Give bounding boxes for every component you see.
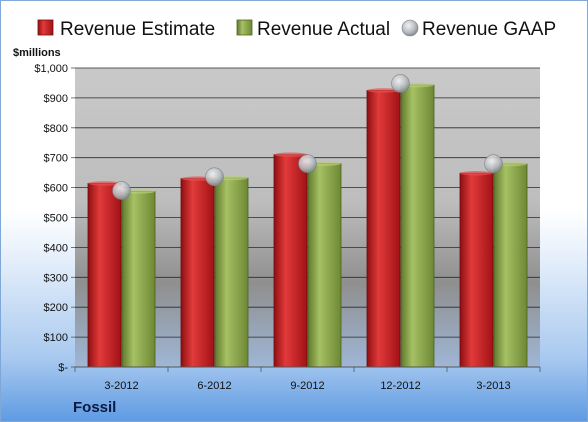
company-name: Fossil <box>73 399 116 416</box>
x-tick-label: 6-2012 <box>197 380 231 392</box>
x-tick-label: 3-2013 <box>476 380 510 392</box>
y-tick-label: $1,000 <box>34 63 68 75</box>
bar-revenue-actual <box>307 163 342 368</box>
legend-label-revenue-estimate: Revenue Estimate <box>60 19 215 40</box>
legend-swatch-revenue-actual <box>236 19 253 36</box>
bar-revenue-estimate <box>273 154 308 368</box>
legend-label-revenue-actual: Revenue Actual <box>257 19 390 40</box>
y-axis-ticks: $- $100 $200 $300 $400 $500 $600 $700 $800 $900 $1… <box>34 63 75 374</box>
legend-item-revenue-gaap: Revenue GAAP <box>401 19 556 40</box>
y-tick-label: $500 <box>44 213 68 225</box>
y-tick-label: $400 <box>44 242 68 254</box>
y-tick-label: $300 <box>44 272 68 284</box>
bar-top-highlight <box>88 181 121 186</box>
marker-revenue-gaap <box>205 167 224 187</box>
y-tick-label: $800 <box>44 123 68 135</box>
bar-revenue-actual <box>121 191 156 368</box>
bar-top-highlight <box>460 171 493 176</box>
marker-revenue-gaap <box>484 154 503 173</box>
bar-top-highlight <box>367 88 400 93</box>
bar-revenue-estimate <box>180 178 215 368</box>
bar-top-highlight <box>274 152 307 157</box>
bar-revenue-actual <box>493 163 528 368</box>
x-tick-label: 9-2012 <box>290 380 324 392</box>
y-tick-label: $200 <box>44 302 68 314</box>
marker-revenue-gaap <box>298 154 317 173</box>
gaap-markers <box>112 74 503 200</box>
bar-revenue-estimate <box>459 172 494 368</box>
y-tick-label: $900 <box>44 93 68 105</box>
x-tick-label: 3-2012 <box>104 380 138 392</box>
legend-swatch-revenue-gaap <box>401 19 419 37</box>
y-tick-label: $- <box>58 362 68 374</box>
bar-revenue-actual <box>400 84 435 368</box>
bar-revenue-estimate <box>87 183 122 368</box>
x-tick-label: 12-2012 <box>380 380 420 392</box>
legend-item-revenue-actual: Revenue Actual <box>236 19 390 40</box>
y-tick-label: $100 <box>44 332 68 344</box>
legend: Revenue Estimate Revenue Actual Revenue … <box>37 19 556 40</box>
y-tick-label: $600 <box>44 183 68 195</box>
y-tick-label: $700 <box>44 153 68 165</box>
legend-label-revenue-gaap: Revenue GAAP <box>422 19 556 40</box>
y-axis-unit-label: $millions <box>13 47 61 59</box>
marker-revenue-gaap <box>391 74 410 93</box>
bar-revenue-estimate <box>366 90 401 368</box>
bar-revenue-actual <box>214 177 249 368</box>
marker-revenue-gaap <box>112 181 131 200</box>
bars <box>87 82 528 368</box>
x-axis-ticks: 3-2012 6-2012 9-2012 12-2012 3-2013 <box>74 367 541 392</box>
legend-item-revenue-estimate: Revenue Estimate <box>37 19 215 40</box>
legend-swatch-revenue-estimate <box>37 19 54 36</box>
